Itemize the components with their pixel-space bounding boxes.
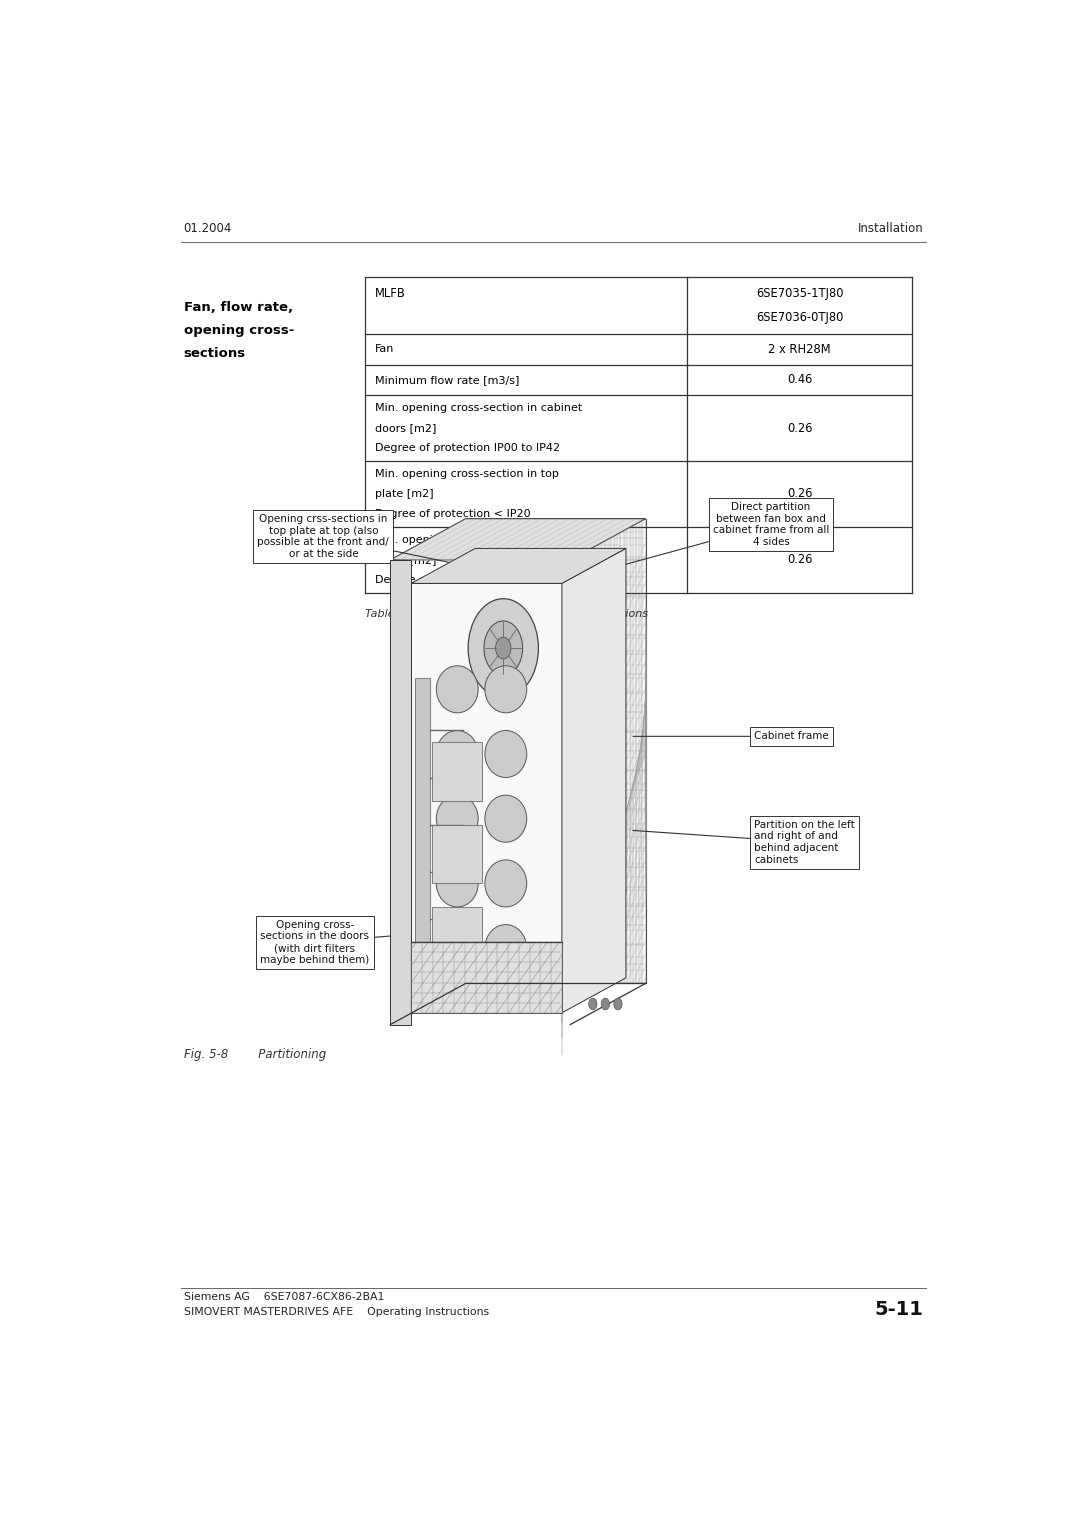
Text: Fan: Fan bbox=[375, 344, 394, 354]
Text: doors [m2]: doors [m2] bbox=[375, 423, 436, 432]
Text: plate [m2]: plate [m2] bbox=[375, 489, 434, 500]
Text: Degree of protection IP00 to IP42: Degree of protection IP00 to IP42 bbox=[375, 443, 561, 454]
Polygon shape bbox=[416, 677, 430, 1001]
Ellipse shape bbox=[485, 924, 527, 972]
Circle shape bbox=[484, 620, 523, 675]
Text: 0.26: 0.26 bbox=[787, 553, 812, 567]
Polygon shape bbox=[562, 549, 626, 1013]
Polygon shape bbox=[390, 559, 411, 1025]
Text: MLFB: MLFB bbox=[375, 287, 406, 301]
Ellipse shape bbox=[436, 924, 478, 972]
Text: Min. opening cross-section in cabinet: Min. opening cross-section in cabinet bbox=[375, 403, 582, 413]
Text: Opening cross-
sections in the doors
(with dirt filters
maybe behind them): Opening cross- sections in the doors (wi… bbox=[260, 920, 457, 964]
Polygon shape bbox=[432, 743, 483, 801]
Text: 0.26: 0.26 bbox=[787, 422, 812, 434]
Ellipse shape bbox=[436, 666, 478, 712]
Text: 0.26: 0.26 bbox=[787, 487, 812, 501]
Text: Min. opening cross-section in top: Min. opening cross-section in top bbox=[375, 535, 559, 545]
Text: Installation: Installation bbox=[858, 222, 923, 234]
Circle shape bbox=[602, 998, 609, 1010]
Ellipse shape bbox=[436, 860, 478, 908]
Circle shape bbox=[589, 998, 597, 1010]
Polygon shape bbox=[432, 825, 483, 883]
Polygon shape bbox=[411, 549, 626, 584]
Text: Fig. 5-8        Partitioning: Fig. 5-8 Partitioning bbox=[184, 1048, 326, 1060]
Text: opening cross-: opening cross- bbox=[184, 324, 294, 338]
Text: 6SE7036-0TJ80: 6SE7036-0TJ80 bbox=[756, 312, 843, 324]
Ellipse shape bbox=[436, 795, 478, 842]
Polygon shape bbox=[411, 943, 562, 1013]
Text: Partition on the left
and right of and
behind adjacent
cabinets: Partition on the left and right of and b… bbox=[633, 821, 855, 865]
Text: Siemens AG    6SE7087-6CX86-2BA1: Siemens AG 6SE7087-6CX86-2BA1 bbox=[184, 1291, 383, 1302]
Polygon shape bbox=[432, 908, 483, 966]
Text: Degree of protection < IP20: Degree of protection < IP20 bbox=[375, 509, 531, 520]
Text: Direct partition
between fan box and
cabinet frame from all
4 sides: Direct partition between fan box and cab… bbox=[620, 503, 829, 565]
Text: Minimum flow rate [m3/s]: Minimum flow rate [m3/s] bbox=[375, 374, 519, 385]
Text: Min. opening cross-section in top: Min. opening cross-section in top bbox=[375, 469, 559, 478]
Text: 5-11: 5-11 bbox=[875, 1300, 923, 1319]
Circle shape bbox=[496, 637, 511, 659]
Circle shape bbox=[468, 599, 539, 697]
Text: 01.2004: 01.2004 bbox=[184, 222, 232, 234]
Ellipse shape bbox=[485, 730, 527, 778]
Text: cover [m2]: cover [m2] bbox=[375, 555, 436, 565]
Text: Cabinet frame: Cabinet frame bbox=[633, 732, 829, 741]
Text: Degree of protection IP22 to IP42: Degree of protection IP22 to IP42 bbox=[375, 575, 561, 585]
Polygon shape bbox=[411, 584, 562, 1013]
Circle shape bbox=[613, 998, 622, 1010]
Text: Opening crss-sections in
top plate at top (also
possible at the front and/
or at: Opening crss-sections in top plate at to… bbox=[257, 513, 483, 570]
Text: sections: sections bbox=[184, 347, 245, 361]
Text: 0.46: 0.46 bbox=[787, 373, 812, 387]
Ellipse shape bbox=[436, 730, 478, 778]
Ellipse shape bbox=[485, 860, 527, 908]
Text: Table 5-2      Fan, flow rate, opening cross-sections: Table 5-2 Fan, flow rate, opening cross-… bbox=[365, 610, 648, 619]
Text: Fan, flow rate,: Fan, flow rate, bbox=[184, 301, 293, 315]
Polygon shape bbox=[570, 518, 646, 984]
Text: 2 x RH28M: 2 x RH28M bbox=[768, 342, 831, 356]
Polygon shape bbox=[390, 518, 646, 559]
Text: SIMOVERT MASTERDRIVES AFE    Operating Instructions: SIMOVERT MASTERDRIVES AFE Operating Inst… bbox=[184, 1306, 488, 1317]
Text: 6SE7035-1TJ80: 6SE7035-1TJ80 bbox=[756, 287, 843, 301]
Ellipse shape bbox=[485, 795, 527, 842]
Ellipse shape bbox=[485, 666, 527, 712]
